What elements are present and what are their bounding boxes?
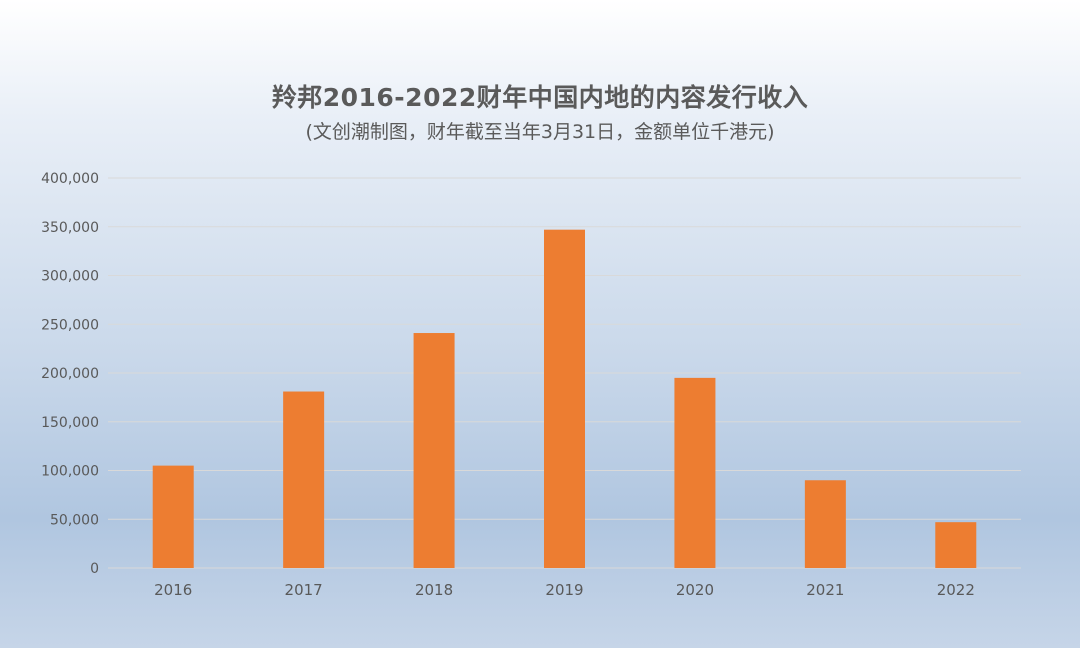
x-axis-tick-labels: 2016 2017 2018 2019 2020 2021 2022: [154, 581, 975, 599]
x-tick-label: 2018: [415, 581, 453, 599]
y-tick-label: 400,000: [41, 171, 99, 187]
bars: [152, 229, 977, 569]
x-tick-label: 2022: [937, 581, 975, 599]
bar-2017: [283, 391, 325, 568]
x-tick-label: 2016: [154, 581, 192, 599]
y-tick-label: 50,000: [50, 512, 99, 528]
x-tick-label: 2020: [676, 581, 714, 599]
chart-subtitle: (文创潮制图，财年截至当年3月31日，金额单位千港元): [305, 121, 775, 143]
y-axis-tick-labels: 0 50,000 100,000 150,000 200,000 250,000 300,0…: [41, 171, 99, 577]
bar-2022: [935, 522, 977, 568]
y-tick-label: 250,000: [41, 317, 99, 333]
y-tick-label: 0: [90, 561, 99, 577]
bar-2019: [544, 229, 585, 569]
y-tick-label: 300,000: [41, 269, 99, 285]
y-tick-label: 350,000: [41, 220, 99, 236]
x-tick-label: 2021: [806, 581, 844, 599]
y-tick-label: 100,000: [41, 464, 99, 480]
x-tick-label: 2017: [285, 581, 323, 599]
bar-2016: [152, 465, 194, 568]
bar-2021: [804, 480, 846, 568]
y-tick-label: 150,000: [41, 415, 99, 431]
x-tick-label: 2019: [545, 581, 583, 599]
chart-title: 羚邦2016-2022财年中国内地的内容发行收入: [271, 83, 809, 112]
bar-2018: [413, 333, 455, 568]
y-tick-label: 200,000: [41, 366, 99, 382]
bar-2020: [674, 377, 716, 568]
